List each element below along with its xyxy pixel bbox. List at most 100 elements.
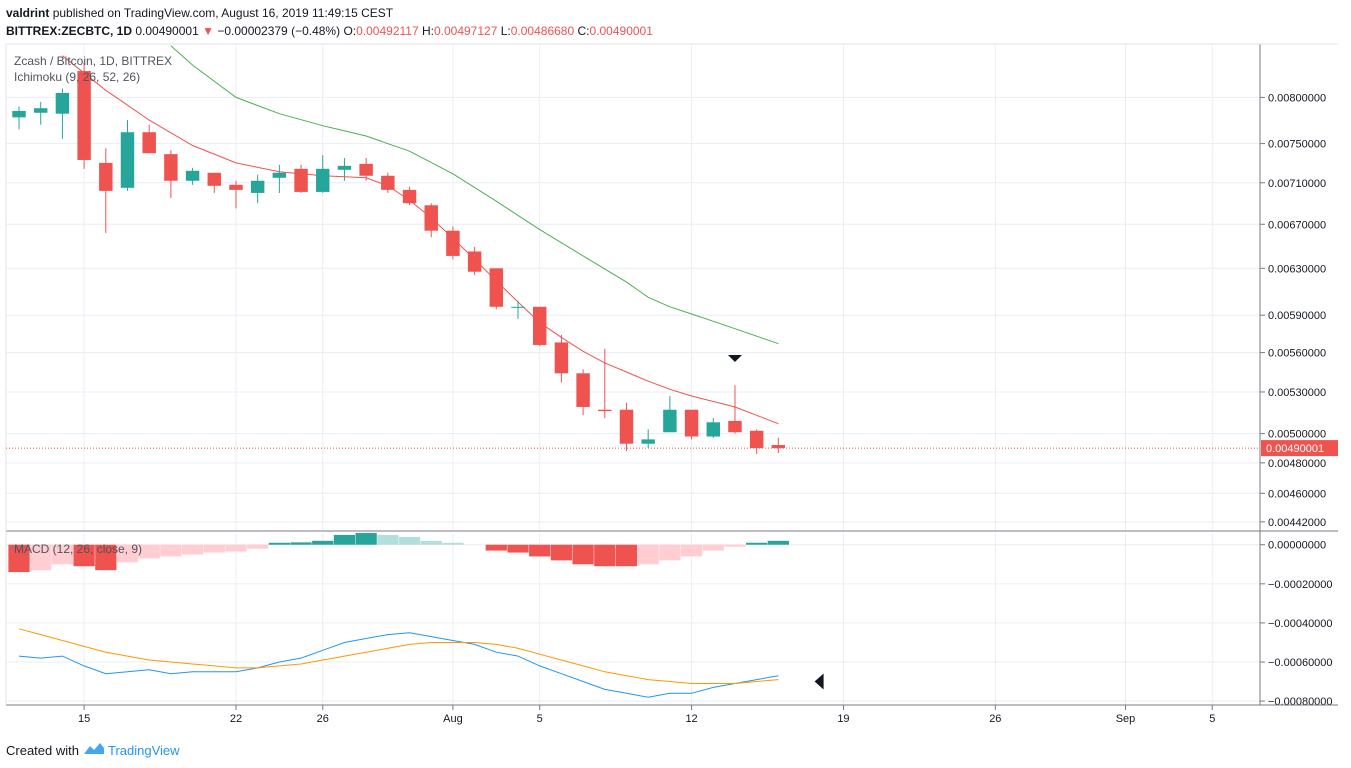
macd-histogram-bar: [333, 534, 356, 545]
macd-histogram-bar: [268, 542, 290, 545]
candle-down[interactable]: [77, 71, 91, 160]
author-name[interactable]: valdrint: [6, 6, 50, 20]
macd-histogram-bar: [680, 544, 703, 557]
price-change: −0.00002379 (−0.48%): [217, 24, 341, 38]
candle-down[interactable]: [532, 306, 547, 345]
candle-down[interactable]: [381, 175, 395, 190]
candle-up[interactable]: [663, 409, 677, 433]
price-axis-label: 0.00590000: [1268, 310, 1326, 322]
candle-up[interactable]: [511, 306, 525, 308]
candle-down[interactable]: [728, 420, 742, 433]
macd-axis-label: −0.00040000: [1268, 618, 1333, 630]
macd-axis-label: −0.00080000: [1268, 696, 1333, 708]
left-arrow-icon: [814, 673, 824, 690]
candle-up[interactable]: [641, 439, 655, 444]
high-value: 0.00497127: [433, 24, 498, 38]
time-axis-label: 12: [685, 713, 697, 725]
candle-down[interactable]: [684, 409, 699, 437]
macd-histogram-bar: [659, 544, 681, 561]
candle-up[interactable]: [316, 168, 330, 192]
price-axis-label: 0.00670000: [1268, 219, 1326, 231]
candle-down[interactable]: [598, 409, 612, 412]
down-triangle-icon: ▼: [202, 24, 214, 38]
macd-histogram-bar: [203, 544, 225, 553]
candle-down[interactable]: [402, 189, 417, 204]
time-axis-label: 19: [837, 713, 849, 725]
last-price: 0.00490001: [135, 24, 199, 38]
macd-histogram-bar: [746, 542, 768, 545]
candle-up[interactable]: [272, 172, 287, 178]
candle-up[interactable]: [33, 108, 48, 113]
created-with-text: Created with: [6, 743, 79, 758]
macd-histogram-bar: [247, 544, 269, 549]
macd-histogram-bar: [594, 544, 616, 567]
macd-histogram-bar: [73, 544, 95, 567]
macd-histogram-bar: [377, 534, 399, 545]
candle-down[interactable]: [359, 163, 373, 176]
published-text: published on TradingView.com, August 16,…: [52, 6, 394, 20]
macd-histogram-bar: [30, 544, 52, 571]
candle-down[interactable]: [619, 409, 634, 444]
candle-down[interactable]: [446, 230, 460, 256]
macd-histogram-bar: [550, 544, 573, 561]
macd-histogram-bar: [8, 544, 30, 573]
down-arrow-icon: [727, 354, 742, 362]
macd-histogram-bar: [529, 544, 551, 557]
macd-histogram-bar: [485, 544, 507, 551]
price-axis-label: 0.00710000: [1268, 178, 1326, 190]
candle-down[interactable]: [749, 430, 764, 449]
macd-axis-label: 0.00000000: [1268, 540, 1326, 552]
footer: Created with TradingView: [6, 741, 180, 760]
low-label: L:: [500, 24, 511, 38]
price-axis-label: 0.00560000: [1268, 348, 1326, 360]
macd-histogram-bar: [724, 544, 746, 547]
candle-down[interactable]: [424, 205, 438, 231]
time-axis-label: 22: [230, 713, 242, 725]
tradingview-brand[interactable]: TradingView: [108, 743, 180, 758]
candle-down[interactable]: [99, 162, 113, 191]
candle-down[interactable]: [467, 251, 482, 272]
symbol-info: BITTREX:ZECBTC, 1D 0.00490001 ▼ −0.00002…: [6, 22, 653, 40]
candle-up[interactable]: [185, 170, 200, 181]
macd-histogram-bar: [95, 544, 117, 571]
time-axis-label: 5: [537, 713, 543, 725]
price-axis-label: 0.00500000: [1268, 429, 1326, 441]
candle-up[interactable]: [250, 180, 265, 193]
macd-histogram-bar: [116, 544, 139, 563]
macd-histogram-bar: [442, 542, 464, 545]
macd-histogram-bar: [290, 542, 312, 545]
last-price-label-box: [1261, 440, 1338, 457]
open-label: O:: [343, 24, 357, 38]
low-value: 0.00486680: [510, 24, 575, 38]
price-axis-label: 0.00442000: [1268, 517, 1326, 529]
candle-down[interactable]: [576, 373, 590, 407]
candle-down[interactable]: [489, 268, 504, 307]
macd-histogram-bar: [138, 544, 160, 559]
candle-down[interactable]: [164, 154, 178, 181]
price-pane-title: Zcash / Bitcoin, 1D, BITTREX: [14, 54, 172, 68]
macd-histogram-bar: [51, 544, 74, 565]
macd-histogram-bar: [572, 544, 594, 565]
candle-down[interactable]: [207, 172, 222, 186]
candle-up[interactable]: [55, 92, 70, 114]
candle-up[interactable]: [337, 165, 352, 170]
macd-histogram-bar: [507, 544, 529, 553]
candle-down[interactable]: [294, 168, 308, 192]
price-axis-label: 0.00630000: [1268, 263, 1326, 275]
tradingview-logo-icon: [83, 743, 108, 758]
candle-up[interactable]: [12, 110, 26, 118]
candle-down[interactable]: [554, 342, 569, 374]
candle-down[interactable]: [142, 132, 156, 154]
price-axis-label: 0.00480000: [1268, 458, 1326, 470]
macd-histogram-bar: [355, 533, 377, 545]
candle-up[interactable]: [706, 422, 720, 437]
macd-histogram-bar: [181, 544, 204, 555]
time-axis-label: Aug: [443, 713, 463, 725]
candle-down[interactable]: [229, 184, 243, 190]
candle-up[interactable]: [120, 132, 135, 188]
macd-histogram-bar: [225, 544, 247, 552]
macd-histogram-bar: [637, 544, 659, 565]
indicator-label: Ichimoku (9, 26, 52, 26): [14, 70, 140, 84]
candle-down[interactable]: [771, 445, 786, 449]
